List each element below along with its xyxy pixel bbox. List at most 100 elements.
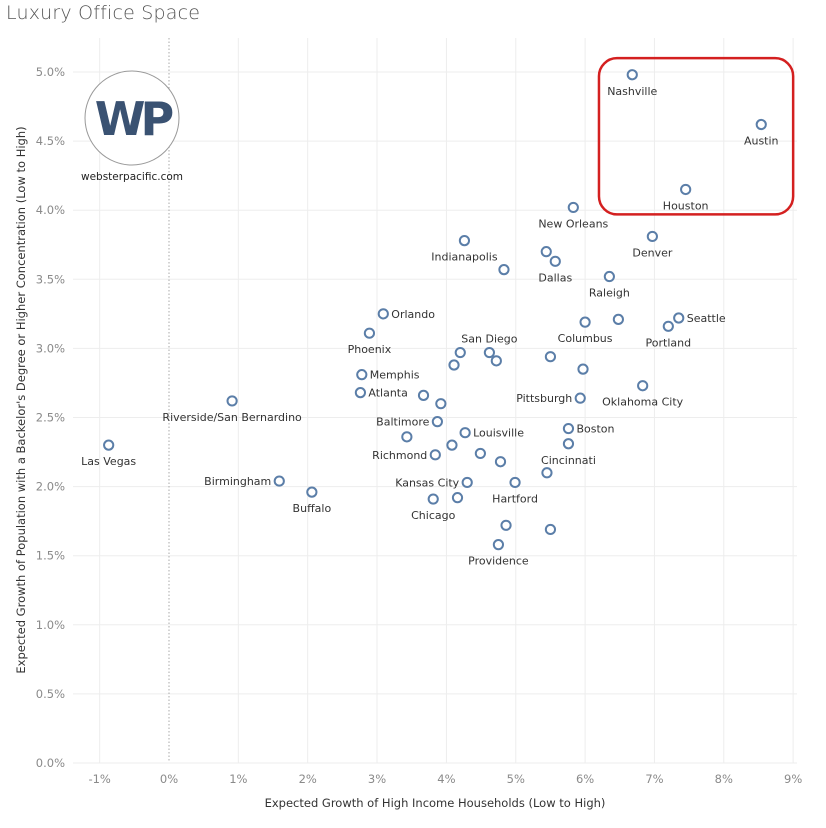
y-axis-ticks: 0.0% 0.5% 1.0% 1.5% 2.0% 2.5% 3.0% 3.5% 4.0% 4.5%… bbox=[36, 65, 65, 770]
data-point bbox=[356, 369, 368, 381]
data-point bbox=[646, 230, 658, 243]
x-tick-label: 1% bbox=[229, 772, 247, 786]
data-point bbox=[461, 476, 473, 489]
point-label: Providence bbox=[468, 555, 529, 568]
data-point bbox=[579, 316, 591, 328]
point-label: Indianapolis bbox=[431, 251, 498, 264]
point-label: Orlando bbox=[391, 308, 435, 321]
point-label: Chicago bbox=[411, 509, 455, 522]
point-label: Pittsburgh bbox=[516, 392, 572, 405]
data-point bbox=[483, 346, 495, 359]
y-tick-label: 4.5% bbox=[36, 134, 65, 148]
point-label: Las Vegas bbox=[81, 455, 136, 468]
point-label: Phoenix bbox=[348, 343, 392, 356]
data-point bbox=[577, 363, 589, 375]
data-point bbox=[431, 416, 443, 428]
data-point bbox=[603, 270, 615, 283]
data-point bbox=[306, 486, 318, 498]
y-tick-label: 4.0% bbox=[36, 203, 65, 217]
point-label: Birmingham bbox=[204, 475, 271, 488]
data-point bbox=[494, 456, 507, 468]
y-tick-label: 3.0% bbox=[36, 341, 65, 355]
data-point bbox=[474, 447, 486, 460]
point-label: Baltimore bbox=[376, 416, 429, 429]
x-axis-title: Expected Growth of High Income Household… bbox=[265, 796, 606, 810]
y-tick-label: 1.0% bbox=[36, 618, 65, 632]
data-point bbox=[377, 308, 389, 320]
data-point bbox=[755, 118, 767, 131]
data-points bbox=[103, 69, 767, 551]
x-tick-label: 8% bbox=[715, 772, 733, 786]
x-tick-label: 9% bbox=[784, 772, 802, 786]
y-tick-label: 2.0% bbox=[36, 480, 65, 494]
x-axis-ticks: -1% 0% 1% 2% 3% 4% 5% 6% 7% 8% 9% bbox=[88, 772, 802, 786]
point-label: Richmond bbox=[372, 449, 427, 462]
data-point bbox=[363, 327, 376, 339]
point-label: Riverside/San Bernardino bbox=[162, 411, 302, 424]
logo-url: websterpacific.com bbox=[81, 171, 183, 183]
point-label: Portland bbox=[646, 336, 692, 349]
x-tick-label: 2% bbox=[299, 772, 317, 786]
x-tick-label: -1% bbox=[88, 772, 110, 786]
logo-mark: WP bbox=[95, 92, 173, 146]
data-point bbox=[459, 427, 471, 439]
data-point bbox=[574, 392, 586, 404]
data-point bbox=[446, 439, 458, 451]
data-point bbox=[612, 313, 624, 325]
point-label: Oklahoma City bbox=[602, 396, 684, 409]
data-point bbox=[541, 467, 553, 479]
point-label: Boston bbox=[576, 423, 614, 436]
point-label: Louisville bbox=[473, 427, 524, 440]
data-point bbox=[626, 69, 638, 81]
x-tick-label: 4% bbox=[437, 772, 455, 786]
y-tick-label: 2.5% bbox=[36, 411, 65, 425]
point-label: Columbus bbox=[558, 332, 613, 345]
data-point bbox=[562, 438, 575, 450]
point-labels: Nashville Austin Houston New Orleans Denver I… bbox=[81, 85, 778, 568]
data-point bbox=[458, 235, 471, 247]
data-point bbox=[662, 320, 674, 332]
point-label: New Orleans bbox=[538, 217, 608, 230]
x-tick-label: 5% bbox=[507, 772, 525, 786]
point-label: Buffalo bbox=[293, 502, 332, 515]
point-label: Houston bbox=[663, 199, 709, 212]
point-label: Dallas bbox=[538, 271, 572, 284]
y-tick-label: 5.0% bbox=[36, 65, 65, 79]
x-tick-label: 0% bbox=[160, 772, 178, 786]
point-label: Cincinnati bbox=[541, 454, 596, 467]
y-axis-title: Expected Growth of Population with a Bac… bbox=[14, 126, 28, 673]
data-point bbox=[544, 351, 557, 363]
x-tick-label: 7% bbox=[645, 772, 663, 786]
data-point bbox=[226, 395, 238, 407]
point-label: Seattle bbox=[687, 312, 726, 325]
data-point bbox=[540, 246, 552, 258]
logo-circle bbox=[84, 70, 180, 166]
y-tick-label: 0.5% bbox=[36, 687, 65, 701]
data-point bbox=[549, 255, 561, 267]
data-point bbox=[451, 492, 464, 504]
x-tick-label: 6% bbox=[576, 772, 594, 786]
data-point bbox=[401, 431, 413, 443]
data-point bbox=[454, 346, 466, 359]
data-point bbox=[435, 398, 447, 410]
data-point bbox=[354, 387, 367, 399]
data-point bbox=[500, 519, 512, 531]
point-label: Hartford bbox=[492, 492, 538, 505]
point-label: Memphis bbox=[370, 369, 420, 382]
point-label: Kansas City bbox=[395, 476, 459, 489]
data-point bbox=[637, 380, 649, 392]
data-point bbox=[567, 201, 579, 214]
data-point bbox=[562, 422, 575, 435]
data-point bbox=[544, 523, 557, 536]
point-label: Raleigh bbox=[589, 287, 630, 300]
data-point bbox=[448, 359, 460, 371]
point-label: Denver bbox=[632, 246, 672, 259]
gridlines bbox=[73, 38, 797, 764]
data-point bbox=[498, 264, 510, 276]
highlight-box bbox=[597, 56, 795, 216]
data-point bbox=[490, 355, 502, 367]
y-tick-label: 0.0% bbox=[36, 756, 65, 770]
point-label: Atlanta bbox=[368, 387, 407, 400]
x-tick-label: 3% bbox=[368, 772, 386, 786]
